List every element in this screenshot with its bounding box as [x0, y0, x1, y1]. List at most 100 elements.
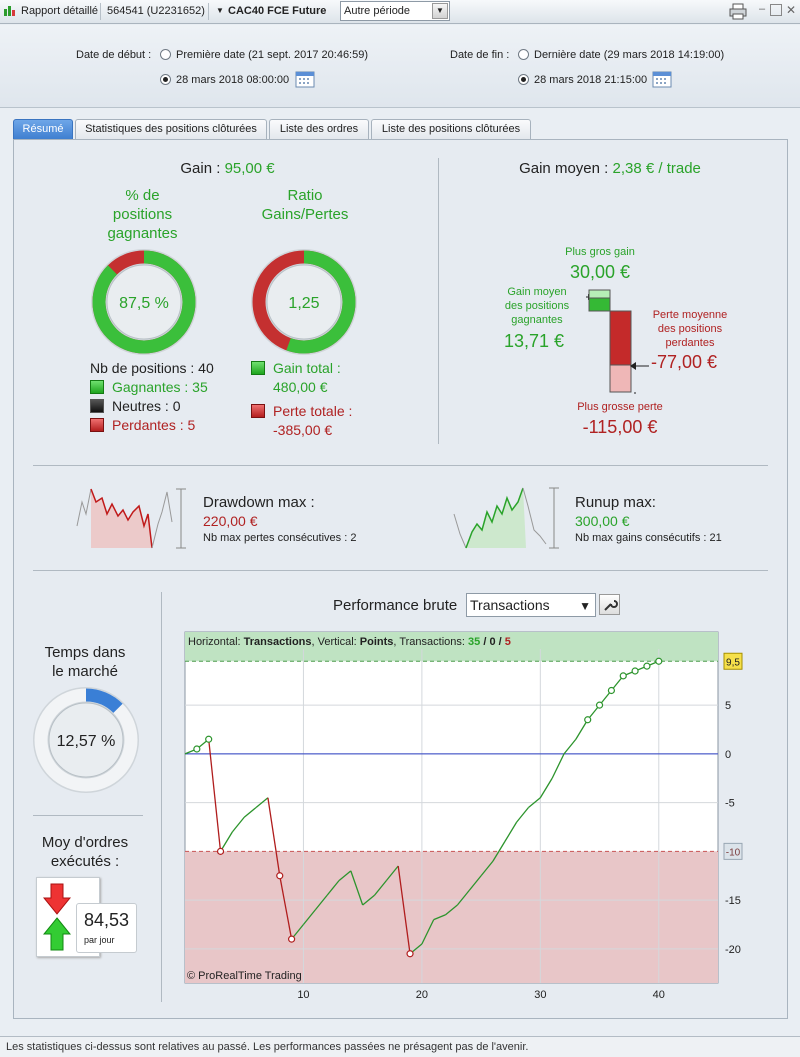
minimize-button[interactable]: – — [758, 3, 766, 15]
y-tick-label: -20 — [725, 944, 741, 956]
horizontal-divider — [33, 815, 143, 816]
series-segment — [338, 870, 352, 882]
loss-total-square-icon — [251, 404, 265, 418]
avg-loss-label: Perte moyenne des positions perdantes — [652, 309, 728, 349]
end-custom-date-radio[interactable] — [518, 74, 529, 85]
orders-value-box: 84,53 par jour — [76, 903, 137, 953]
data-point — [595, 701, 604, 709]
runup-value: 300,00 € — [575, 513, 630, 529]
series-segment — [350, 870, 364, 906]
end-custom-date-value[interactable]: 28 mars 2018 21:15:00 — [534, 74, 648, 86]
series-segment — [374, 880, 387, 896]
perf-mode-value: Transactions — [470, 597, 550, 613]
order-arrows-icon — [43, 883, 71, 951]
series-segment — [575, 719, 589, 740]
series-segment — [492, 841, 506, 862]
tab-resume[interactable]: Résumé — [13, 119, 73, 139]
neutral-count: Neutres : 0 — [112, 398, 181, 414]
horizontal-divider — [33, 465, 768, 466]
series-segment — [528, 797, 541, 809]
y-tick-label: -15 — [725, 895, 741, 907]
series-segment — [563, 738, 577, 755]
series-segment — [551, 753, 565, 779]
y-tick-label: 5 — [725, 700, 731, 712]
perf-title: Performance brute — [333, 597, 458, 614]
report-icon — [3, 4, 17, 18]
instrument-selector[interactable]: CAC40 FCE Future — [228, 5, 327, 17]
losing-square-icon — [90, 418, 104, 432]
data-point — [216, 847, 225, 855]
pct-winning-value: 87,5 % — [119, 295, 169, 312]
period-select[interactable]: Autre période ▼ — [340, 1, 450, 21]
series-segment — [504, 821, 518, 842]
start-date-label: Date de début : — [76, 49, 152, 61]
max-loss-label: Plus grosse perte — [577, 401, 663, 413]
account-label: 564541 (U2231652) — [107, 5, 205, 17]
data-point — [205, 735, 213, 743]
orders-title: Moy d'ordres exécutés : — [41, 834, 129, 870]
maximize-button[interactable] — [770, 4, 782, 16]
start-first-date-radio[interactable] — [160, 49, 171, 60]
start-first-date-label: Première date (21 sept. 2017 20:46:59) — [176, 49, 369, 61]
end-last-date-radio[interactable] — [518, 49, 529, 60]
series-segment — [362, 894, 375, 906]
calendar-icon[interactable] — [295, 70, 315, 88]
y-tick-label: 0 — [725, 749, 731, 761]
copyright: © ProRealTime Trading — [187, 970, 302, 982]
series-segment — [243, 806, 257, 818]
upper-threshold-tag-label: 9,5 — [726, 657, 740, 668]
avg-gain-value: 2,38 € / trade — [612, 160, 701, 177]
market-time-value: 12,57 % — [57, 733, 116, 750]
series-segment — [516, 807, 529, 823]
chevron-down-icon: ▼ — [579, 599, 591, 613]
tab-closed-positions-list[interactable]: Liste des positions clôturées — [371, 119, 531, 139]
date-range-panel: Date de début : Première date (21 sept. … — [0, 25, 800, 108]
series-segment — [445, 904, 458, 916]
tab-closed-positions-stats[interactable]: Statistiques des positions clôturées — [75, 119, 267, 139]
series-segment — [326, 880, 340, 896]
report-title: Rapport détaillé — [21, 5, 99, 17]
orders-unit: par jour — [84, 935, 115, 945]
series-segment — [314, 894, 328, 911]
upper-threshold-tag — [723, 652, 743, 670]
loss-total-label: Perte totale : — [273, 403, 353, 419]
winning-count: Gagnantes : 35 — [112, 379, 208, 395]
avg-loss-value: -77,00 € — [651, 352, 718, 372]
settings-wrench-button[interactable] — [599, 594, 620, 615]
gain-loss-bar-graphic — [586, 289, 636, 394]
market-time-donut: 12,57 % — [33, 687, 139, 793]
gain-value: 95,00 € — [224, 160, 275, 177]
series-segment — [267, 797, 281, 876]
tab-orders-list[interactable]: Liste des ordres — [269, 119, 369, 139]
start-custom-date-radio[interactable] — [160, 74, 171, 85]
data-point — [619, 672, 627, 680]
instrument-dropdown-icon[interactable]: ▼ — [216, 6, 224, 15]
data-point — [607, 686, 615, 695]
start-custom-date-value[interactable]: 28 mars 2018 08:00:00 — [176, 74, 290, 86]
vertical-divider — [438, 158, 439, 444]
x-tick-label: 20 — [416, 989, 428, 1001]
vertical-divider — [161, 592, 162, 1002]
print-icon[interactable] — [728, 3, 748, 20]
losing-count: Perdantes : 5 — [112, 417, 196, 433]
x-tick-label: 40 — [653, 989, 665, 1001]
data-point — [287, 935, 296, 943]
x-tick-label: 10 — [297, 989, 309, 1001]
drawdown-consecutive-losses: Nb max pertes consécutives : 2 — [203, 532, 357, 544]
calendar-icon[interactable] — [652, 70, 672, 88]
orders-value: 84,53 — [84, 910, 130, 930]
wrench-icon — [604, 600, 618, 611]
lower-threshold-tag — [723, 842, 743, 860]
perf-mode-select[interactable]: Transactions ▼ — [466, 593, 596, 617]
arrow-left-icon — [630, 362, 649, 370]
close-button[interactable]: ✕ — [786, 3, 797, 17]
pct-winning-donut: 87,5 % — [91, 249, 197, 355]
series-segment — [468, 875, 482, 891]
series-segment — [480, 860, 494, 877]
data-point — [406, 950, 414, 958]
period-select-value: Autre période — [344, 5, 411, 17]
data-point — [276, 872, 284, 880]
nb-positions: Nb de positions : 40 — [90, 360, 214, 376]
series-segment — [385, 865, 399, 882]
market-time-title: Temps dans le marché — [44, 644, 126, 680]
